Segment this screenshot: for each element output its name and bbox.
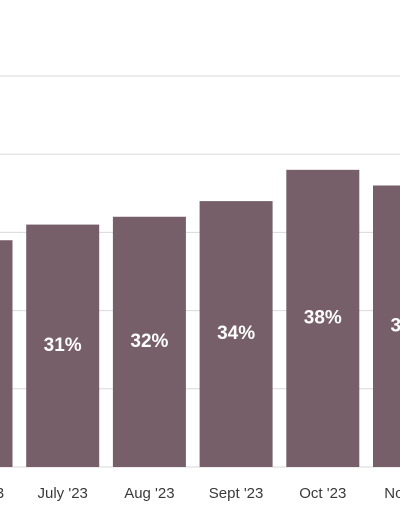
- value-label: 32%: [130, 331, 168, 352]
- x-tick-label: Sept '23: [209, 485, 264, 502]
- x-tick-label: Aug '23: [124, 485, 174, 502]
- x-tick-label: June '23: [0, 485, 4, 502]
- bar: [286, 169, 360, 467]
- x-tick-label: July '23: [38, 485, 88, 502]
- bar: [373, 185, 400, 468]
- value-label: 36%: [390, 315, 400, 336]
- bar: [112, 216, 186, 467]
- x-tick-label: Oct '23: [299, 485, 346, 502]
- value-label: 31%: [44, 335, 82, 356]
- value-label: 34%: [217, 323, 255, 344]
- bar: [199, 201, 273, 467]
- bar: [26, 224, 100, 467]
- bar: [0, 240, 13, 467]
- x-tick-label: Nov '23: [384, 485, 400, 502]
- value-label: 38%: [304, 307, 342, 328]
